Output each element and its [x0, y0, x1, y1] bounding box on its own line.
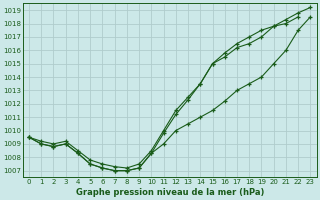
X-axis label: Graphe pression niveau de la mer (hPa): Graphe pression niveau de la mer (hPa): [76, 188, 264, 197]
